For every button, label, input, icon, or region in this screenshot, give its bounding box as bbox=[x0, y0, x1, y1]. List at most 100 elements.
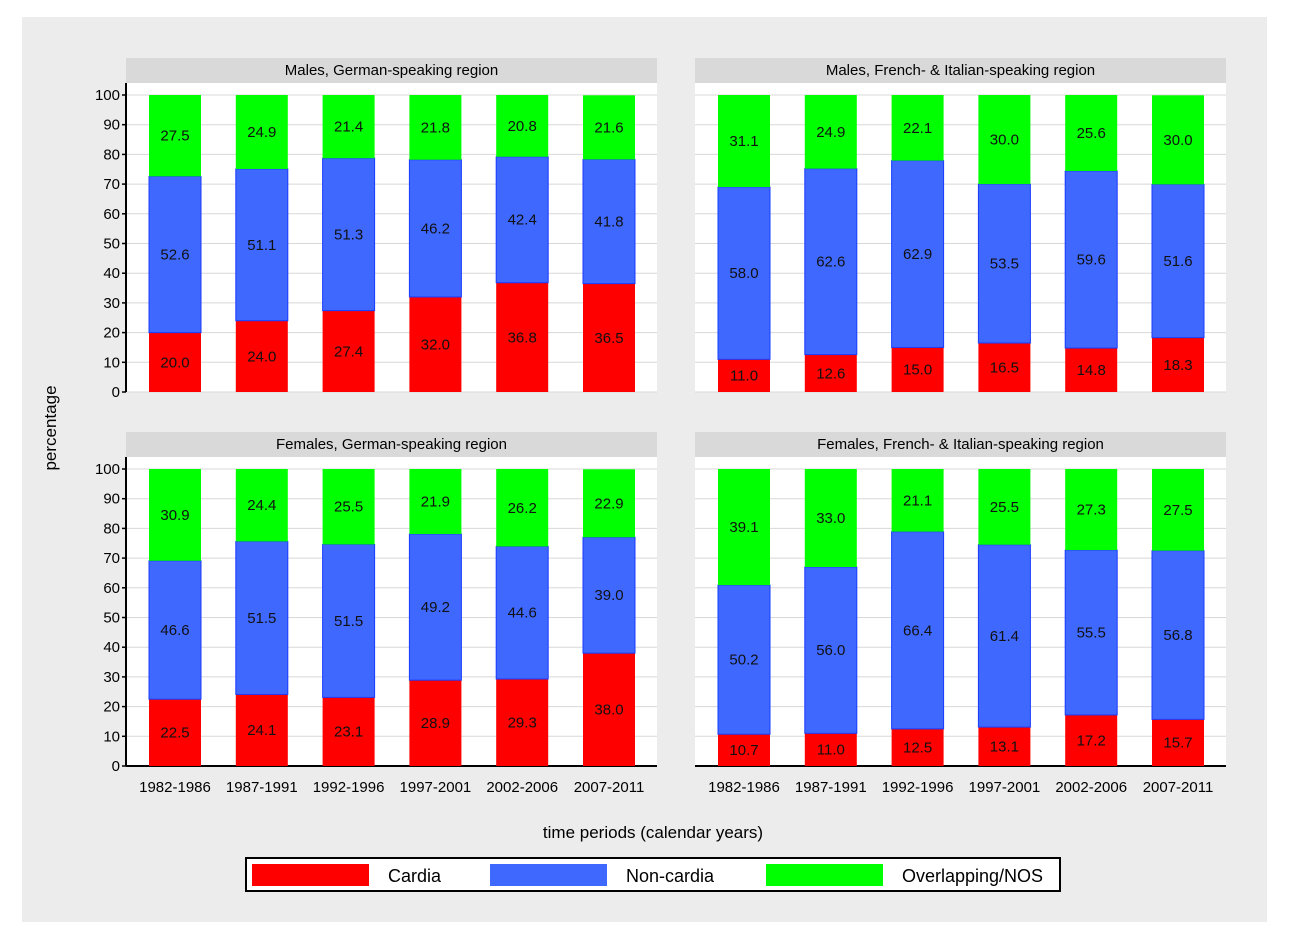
data-label: 53.5 bbox=[990, 256, 1019, 273]
bar-segment-cardia bbox=[804, 733, 857, 766]
panel-header bbox=[695, 432, 1226, 457]
bar-segment-overlapping-nos bbox=[149, 469, 201, 561]
y-tick-label: 10 bbox=[103, 354, 120, 371]
y-tick-label: 100 bbox=[95, 461, 120, 478]
data-label: 33.0 bbox=[816, 510, 845, 527]
data-label: 42.4 bbox=[508, 212, 537, 229]
data-label: 55.5 bbox=[1077, 624, 1106, 641]
bar-segment-overlapping-nos bbox=[718, 469, 770, 586]
data-label: 25.5 bbox=[990, 499, 1019, 516]
y-tick-label: 40 bbox=[103, 265, 120, 282]
bar-segment-cardia bbox=[149, 332, 201, 392]
data-label: 24.1 bbox=[247, 722, 276, 739]
bar-segment-cardia bbox=[149, 699, 201, 766]
bar-segment-non-cardia bbox=[717, 186, 771, 360]
bar-segment-non-cardia bbox=[582, 536, 636, 654]
bar-segment-overlapping-nos bbox=[496, 469, 549, 547]
bar-segment-overlapping-nos bbox=[804, 469, 857, 568]
bar-segment-overlapping-nos bbox=[235, 95, 288, 169]
data-label: 30.9 bbox=[160, 507, 189, 524]
x-tick-label: 1992-1996 bbox=[313, 779, 385, 796]
bar-segment-non-cardia bbox=[495, 156, 549, 284]
data-label: 24.0 bbox=[247, 348, 276, 365]
data-label: 56.8 bbox=[1163, 627, 1192, 644]
bar-segment-non-cardia bbox=[1064, 170, 1118, 349]
bar-segment-non-cardia bbox=[235, 168, 289, 322]
bar-segment-cardia bbox=[978, 727, 1031, 766]
data-label: 14.8 bbox=[1077, 362, 1106, 379]
data-label: 51.3 bbox=[334, 226, 363, 243]
legend-swatch bbox=[490, 864, 607, 886]
x-tick-label: 1982-1986 bbox=[139, 779, 211, 796]
data-label: 30.0 bbox=[990, 132, 1019, 149]
panel-title: Males, French- & Italian-speaking region bbox=[826, 62, 1095, 79]
legend-label: Overlapping/NOS bbox=[902, 866, 1043, 886]
data-label: 49.2 bbox=[421, 599, 450, 616]
data-label: 30.0 bbox=[1163, 132, 1192, 149]
data-label: 50.2 bbox=[729, 652, 758, 669]
data-label: 62.6 bbox=[816, 254, 845, 271]
data-label: 31.1 bbox=[729, 133, 758, 150]
data-label: 52.6 bbox=[160, 246, 189, 263]
y-tick-label: 60 bbox=[103, 206, 120, 223]
x-tick-label: 2002-2006 bbox=[1055, 779, 1127, 796]
data-label: 51.6 bbox=[1163, 253, 1192, 270]
data-label: 36.8 bbox=[508, 329, 537, 346]
panel-title: Females, German-speaking region bbox=[276, 436, 507, 453]
bar-segment-cardia bbox=[322, 310, 375, 392]
data-label: 62.9 bbox=[903, 246, 932, 263]
data-label: 29.3 bbox=[508, 714, 537, 731]
legend-box bbox=[245, 857, 1061, 892]
data-label: 51.5 bbox=[334, 613, 363, 630]
data-label: 22.5 bbox=[160, 725, 189, 742]
bar-segment-overlapping-nos bbox=[149, 95, 201, 177]
y-tick-label: 40 bbox=[103, 639, 120, 656]
bar-segment-non-cardia bbox=[804, 168, 858, 356]
bar-segment-overlapping-nos bbox=[718, 95, 770, 188]
y-tick-label: 100 bbox=[95, 87, 120, 104]
data-label: 25.5 bbox=[334, 499, 363, 516]
x-tick-label: 1997-2001 bbox=[400, 779, 472, 796]
y-tick-label: 10 bbox=[103, 728, 120, 745]
data-label: 22.9 bbox=[594, 495, 623, 512]
bar-segment-non-cardia bbox=[495, 546, 549, 680]
bar-segment-non-cardia bbox=[408, 159, 462, 298]
y-tick-label: 50 bbox=[103, 610, 120, 627]
y-axis-label: percentage bbox=[41, 385, 60, 470]
data-label: 39.0 bbox=[594, 587, 623, 604]
y-tick-label: 20 bbox=[103, 699, 120, 716]
plot-area bbox=[695, 457, 1226, 766]
panel-header bbox=[126, 432, 657, 457]
bar-segment-overlapping-nos bbox=[1065, 469, 1118, 551]
y-tick-label: 30 bbox=[103, 669, 120, 686]
bar-segment-overlapping-nos bbox=[1152, 469, 1204, 551]
panel: Males, French- & Italian-speaking region… bbox=[695, 58, 1226, 393]
bar-segment-cardia bbox=[322, 697, 375, 766]
data-label: 27.3 bbox=[1077, 502, 1106, 519]
plot-area bbox=[126, 457, 657, 766]
bar-segment-overlapping-nos bbox=[978, 95, 1031, 185]
data-label: 25.6 bbox=[1077, 125, 1106, 142]
panel-header bbox=[695, 58, 1226, 83]
panel: Females, German-speaking region 0 10 20 30 40… bbox=[95, 432, 657, 796]
data-label: 11.0 bbox=[817, 742, 845, 759]
data-label: 56.0 bbox=[816, 642, 845, 659]
data-label: 24.4 bbox=[247, 497, 276, 514]
bar-segment-overlapping-nos bbox=[496, 95, 549, 157]
data-label: 21.1 bbox=[903, 492, 932, 509]
legend-swatch bbox=[252, 864, 369, 886]
data-label: 16.5 bbox=[990, 359, 1019, 376]
bar-segment-overlapping-nos bbox=[235, 469, 288, 542]
bar-segment-cardia bbox=[235, 694, 288, 766]
data-label: 21.6 bbox=[594, 119, 623, 136]
panel: Females, French- & Italian-speaking regi… bbox=[695, 432, 1226, 796]
panel-title: Males, German-speaking region bbox=[285, 62, 498, 79]
y-tick-label: 20 bbox=[103, 325, 120, 342]
bar-segment-cardia bbox=[1152, 719, 1204, 766]
bar-segment-overlapping-nos bbox=[583, 95, 635, 160]
y-tick-label: 70 bbox=[103, 550, 120, 567]
bar-segment-non-cardia bbox=[408, 533, 462, 681]
legend-label: Non-cardia bbox=[626, 866, 715, 886]
bar-segment-cardia bbox=[891, 347, 944, 392]
bar-segment-overlapping-nos bbox=[1152, 95, 1204, 185]
